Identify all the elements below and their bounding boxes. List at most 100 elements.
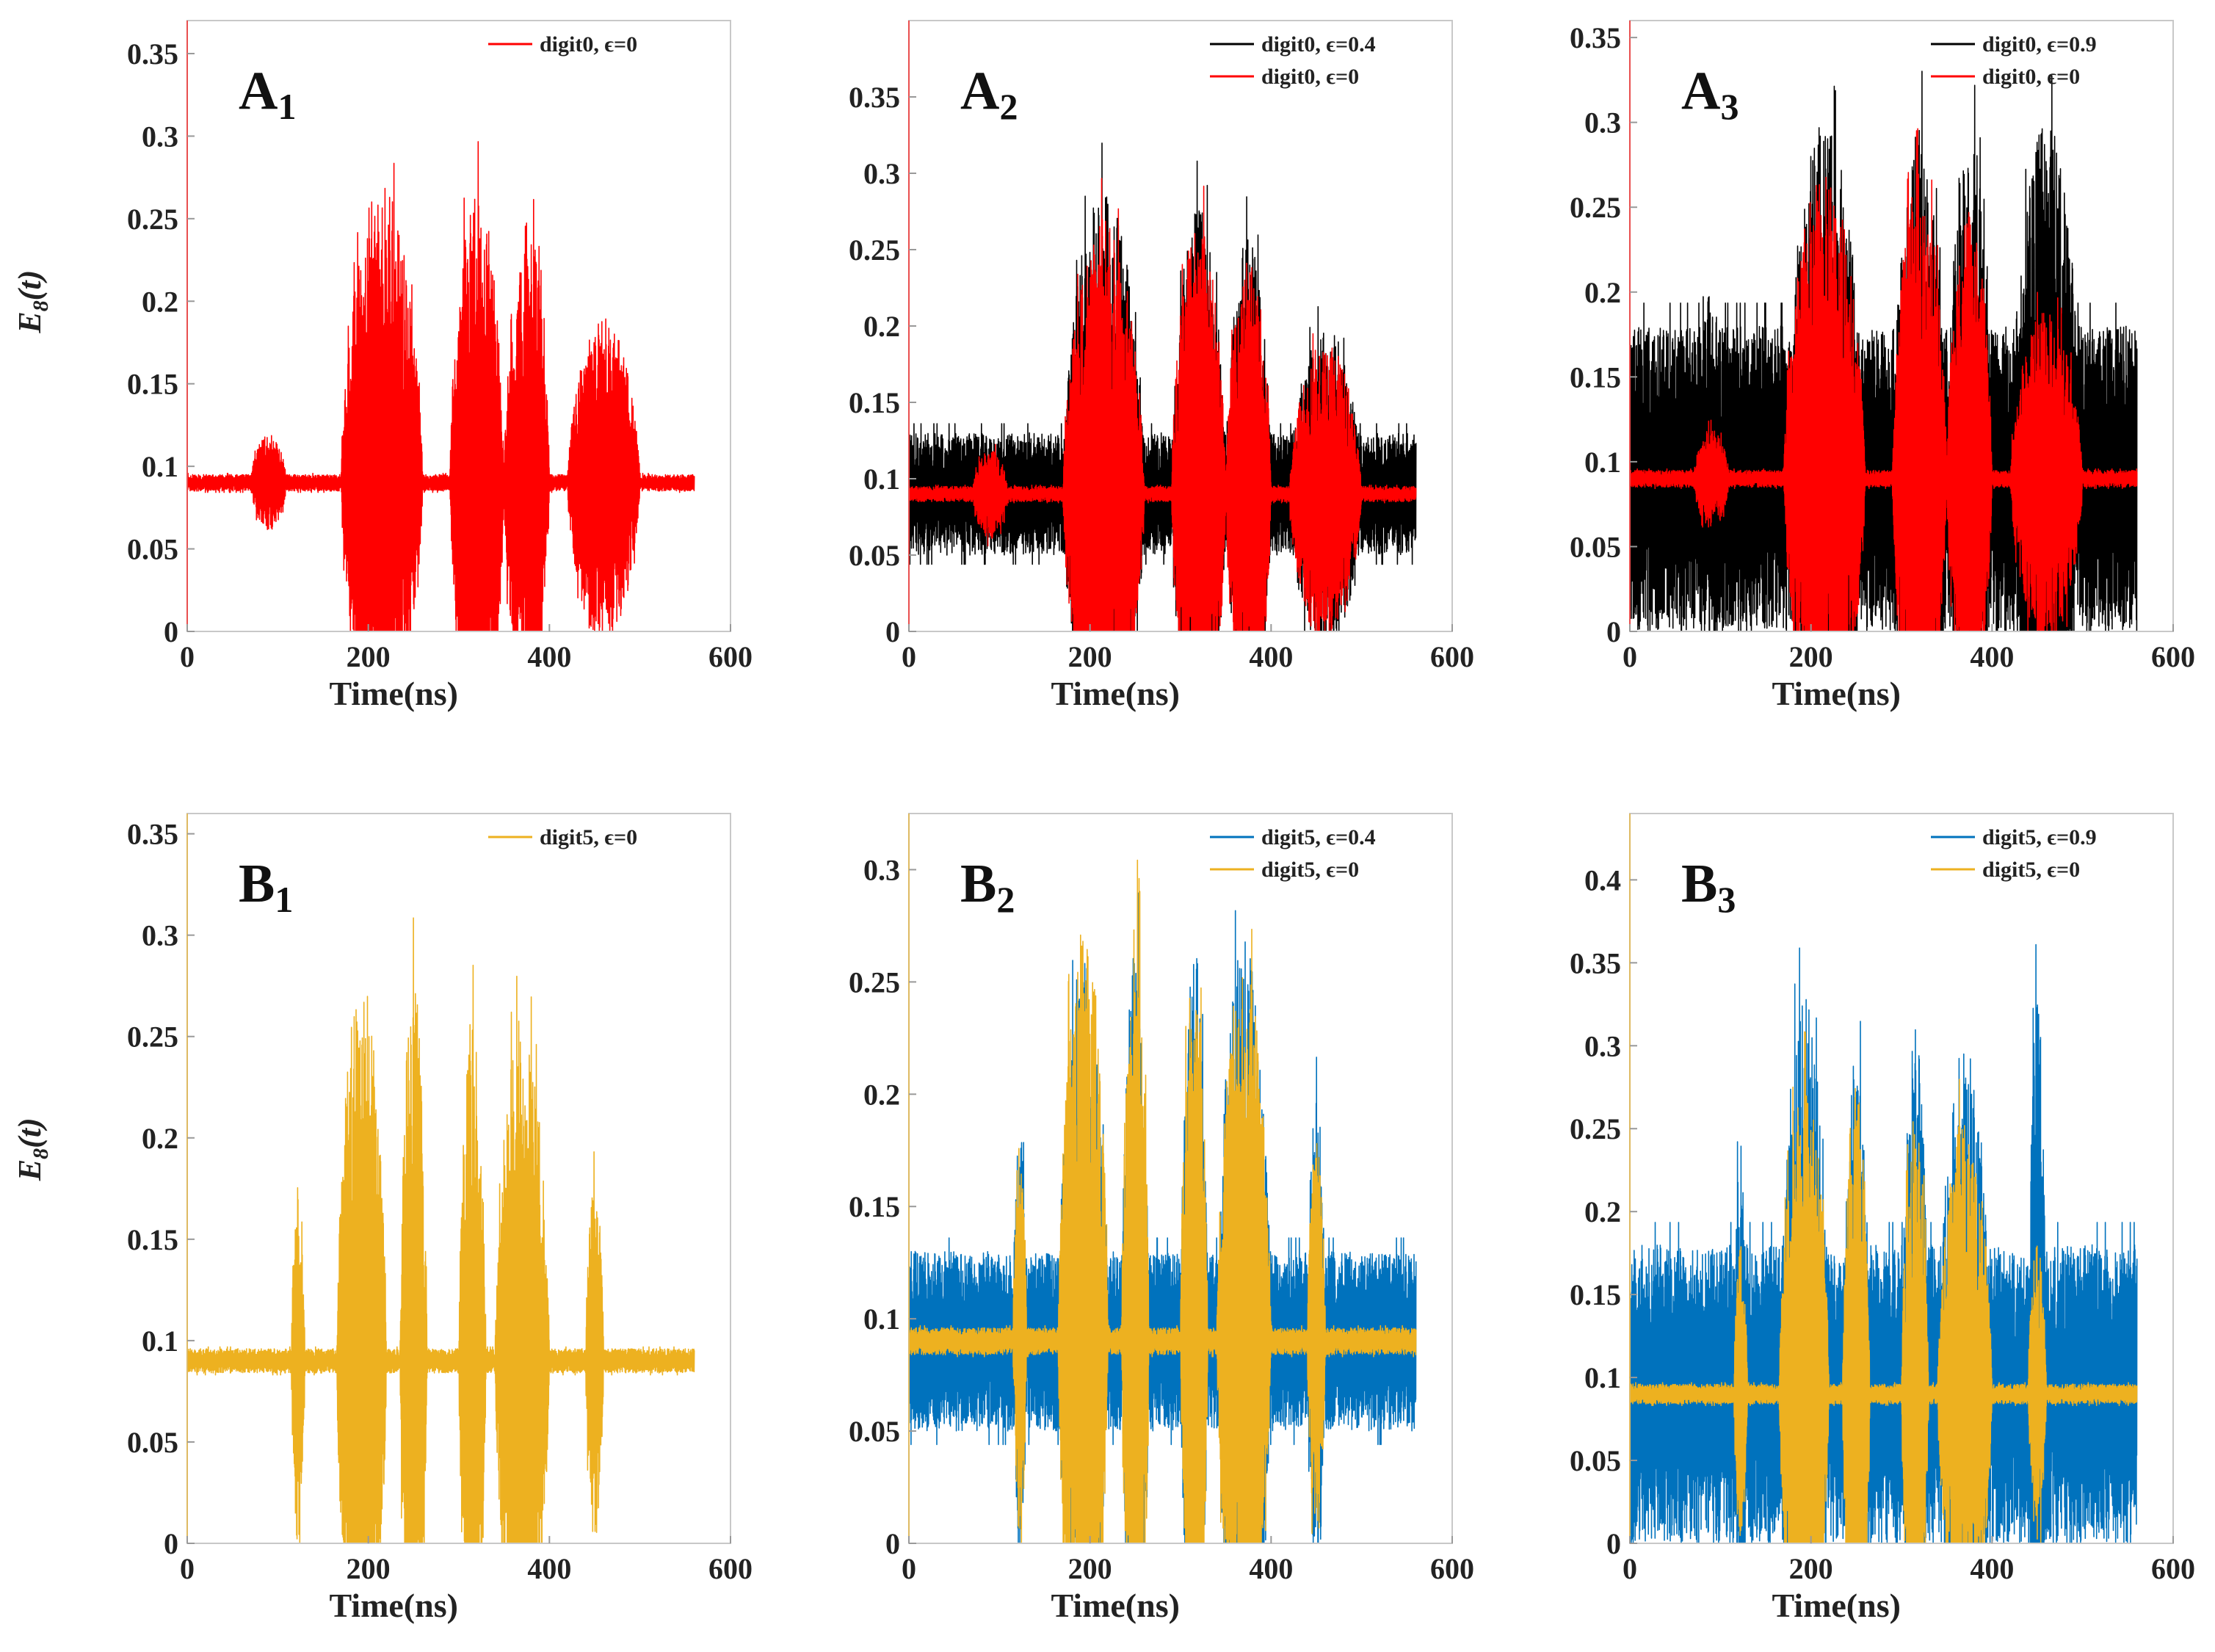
y-tick-label: 0.3 (863, 157, 900, 190)
y-tick-label: 0.4 (1584, 863, 1621, 896)
x-tick-label: 400 (1970, 1552, 2014, 1585)
legend-entry: digit5, ϵ=0 (540, 825, 637, 849)
y-tick-label: 0.1 (142, 450, 178, 483)
y-tick-label: 0.25 (849, 233, 900, 267)
y-tick-label: 0.3 (1584, 106, 1621, 140)
x-tick-label: 0 (180, 640, 195, 673)
x-tick-label: 400 (527, 1552, 571, 1585)
y-tick-label: 0.1 (142, 1325, 178, 1358)
x-tick-label: 200 (1789, 1552, 1833, 1585)
x-tick-label: 400 (527, 640, 571, 673)
legend-entry: digit5, ϵ=0 (1982, 858, 2080, 882)
series-line-B3-1 (1630, 943, 2138, 1543)
y-tick-label: 0 (885, 615, 900, 648)
y-axis-label: E8(t) (12, 270, 53, 334)
y-tick-label: 0.25 (1570, 1112, 1621, 1145)
x-tick-label: 400 (1970, 640, 2014, 673)
x-tick-label: 600 (2151, 640, 2195, 673)
legend-entry: digit5, ϵ=0.4 (1261, 825, 1376, 849)
panel-label: B2 (960, 854, 1015, 920)
legend-entry: digit0, ϵ=0.4 (1261, 32, 1376, 57)
y-tick-label: 0.15 (1570, 1278, 1621, 1311)
panel-label: A1 (239, 61, 296, 127)
y-tick-label: 0 (1606, 1527, 1621, 1560)
plot-frame (908, 813, 1453, 1544)
x-tick-label: 200 (1068, 640, 1112, 673)
y-tick-label: 0.3 (1584, 1029, 1621, 1062)
panel-label: A3 (1681, 61, 1739, 127)
y-tick-label: 0.05 (127, 533, 178, 566)
x-tick-label: 0 (1623, 640, 1637, 673)
x-tick-label: 0 (180, 1552, 195, 1585)
y-tick-label: 0.35 (1570, 21, 1621, 54)
y-axis-label: E8(t) (12, 1117, 53, 1181)
series-line-B1-1 (187, 917, 695, 1543)
legend-entry: digit5, ϵ=0.9 (1982, 825, 2097, 849)
x-tick-label: 600 (708, 640, 753, 673)
x-tick-label: 600 (1430, 640, 1474, 673)
panel-label: A2 (960, 61, 1018, 127)
y-tick-label: 0.15 (127, 1223, 178, 1256)
y-tick-label: 0.35 (1570, 946, 1621, 979)
y-tick-label: 0.35 (127, 818, 178, 851)
x-tick-label: 0 (902, 1552, 916, 1585)
y-tick-label: 0.1 (863, 463, 900, 496)
y-tick-label: 0.2 (1584, 276, 1621, 309)
y-tick-label: 0 (164, 1527, 178, 1560)
x-tick-label: 200 (347, 1552, 391, 1585)
y-tick-label: 0.15 (127, 368, 178, 401)
y-tick-label: 0.3 (142, 120, 178, 153)
y-tick-label: 0.2 (1584, 1195, 1621, 1228)
x-tick-label: 600 (1430, 1552, 1474, 1585)
panel-label: B1 (239, 854, 293, 920)
x-tick-label: 0 (1623, 1552, 1637, 1585)
x-axis-label: Time(ns) (1772, 675, 1901, 712)
legend-entry: digit0, ϵ=0 (540, 32, 637, 57)
y-tick-label: 0.35 (849, 81, 900, 114)
legend-entry: digit0, ϵ=0 (1982, 65, 2080, 89)
y-tick-label: 0.3 (142, 919, 178, 952)
x-tick-label: 200 (1789, 640, 1833, 673)
x-tick-label: 600 (708, 1552, 753, 1585)
x-axis-label: Time(ns) (1051, 1587, 1180, 1624)
y-tick-label: 0.05 (849, 539, 900, 572)
panel-B2: 0 0.05 0.1 0.15 0.2 0.25 0.3 0 200 400 600 Time(ns)… (849, 813, 1474, 1624)
x-tick-label: 0 (902, 640, 916, 673)
x-tick-label: 600 (2151, 1552, 2195, 1585)
y-tick-label: 0.15 (849, 1190, 900, 1223)
x-tick-label: 200 (347, 640, 391, 673)
y-tick-label: 0.2 (142, 1122, 178, 1155)
y-tick-label: 0.05 (1570, 1444, 1621, 1477)
panel-B1: 0 0.05 0.1 0.15 0.2 0.25 0.3 0.35 0 200 400 600 Time… (12, 813, 753, 1624)
y-tick-label: 0.1 (1584, 446, 1621, 479)
y-tick-label: 0.25 (127, 1021, 178, 1054)
x-axis-label: Time(ns) (1772, 1587, 1901, 1624)
series-line-B2-1 (909, 892, 1417, 1543)
y-tick-label: 0.25 (849, 966, 900, 999)
legend-entry: digit0, ϵ=0 (1261, 65, 1359, 89)
y-tick-label: 0.1 (1584, 1361, 1621, 1394)
y-tick-label: 0.15 (1570, 361, 1621, 394)
panel-A3: 0 0.05 0.1 0.15 0.2 0.25 0.3 0.35 0 200 400 600 Time… (1570, 20, 2195, 712)
y-tick-label: 0.2 (142, 285, 178, 318)
y-tick-label: 0.3 (863, 853, 900, 886)
series-line-A1-1 (187, 141, 695, 631)
panel-A1: 0 0.05 0.1 0.15 0.2 0.25 0.3 0.35 0 200 400 600 Time… (12, 20, 753, 712)
series-line-A2-2 (909, 178, 1417, 631)
x-axis-label: Time(ns) (329, 1587, 458, 1624)
x-tick-label: 200 (1068, 1552, 1112, 1585)
y-tick-label: 0.25 (127, 203, 178, 236)
series-line-B2-2 (909, 859, 1417, 1543)
panel-A2: 0 0.05 0.1 0.15 0.2 0.25 0.3 0.35 0 200 400 600 Time… (849, 20, 1474, 712)
series-line-A3-2 (1630, 128, 2138, 631)
y-tick-label: 0 (1606, 615, 1621, 648)
legend-entry: digit5, ϵ=0 (1261, 858, 1359, 882)
x-tick-label: 400 (1249, 640, 1293, 673)
x-axis-label: Time(ns) (329, 675, 458, 712)
plot-frame (186, 813, 731, 1544)
y-tick-label: 0.25 (1570, 191, 1621, 224)
y-tick-label: 0.1 (863, 1303, 900, 1336)
y-tick-label: 0.05 (127, 1426, 178, 1459)
x-axis-label: Time(ns) (1051, 675, 1180, 712)
